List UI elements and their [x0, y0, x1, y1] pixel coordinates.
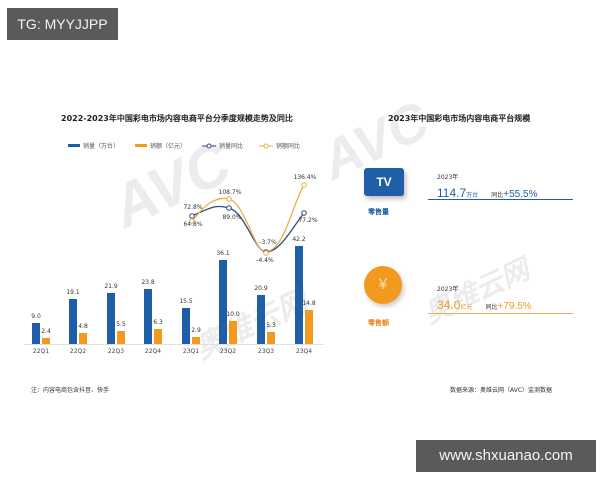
bar-value: [192, 337, 200, 344]
legend-item-volume: 销量（万台）: [68, 141, 119, 150]
volume-year: 2023年: [437, 174, 459, 181]
legend-label: 销量（万台）: [83, 143, 120, 150]
volume-divider: [428, 199, 573, 200]
revenue-year: 2023年: [437, 286, 459, 293]
val-yoy-label: 136.4%: [293, 174, 317, 181]
revenue-caption: 零售额: [368, 319, 389, 327]
x-axis-tick-label: 23Q3: [257, 348, 275, 355]
bar-value-label: 23.8: [141, 279, 155, 286]
bar-value-label: 5.3: [266, 322, 276, 329]
line-marker-icon: [202, 143, 217, 148]
bar-volume: [69, 299, 77, 344]
volume-value: 114.7: [437, 186, 467, 200]
bar-value-label: 6.3: [153, 319, 163, 326]
bar-value: [42, 338, 50, 344]
volume-yoy-label: 同比: [491, 192, 504, 199]
x-axis-tick-label: 23Q1: [182, 348, 200, 355]
bar-value: [154, 329, 162, 344]
revenue-yoy-label: 同比: [485, 304, 498, 311]
tv-icon: TV: [364, 168, 404, 196]
val-yoy-label: 108.7%: [218, 189, 242, 196]
vol-yoy-label: 89.0%: [222, 214, 242, 221]
yen-icon: ¥: [364, 266, 402, 304]
watermark-cn: 奥维云网: [419, 253, 534, 330]
legend-item-volume-yoy: 销量同比: [202, 141, 243, 150]
line-marker-icon: [259, 143, 274, 148]
legend-item-value-yoy: 销额同比: [259, 141, 300, 150]
val-yoy-label: -3.7%: [259, 239, 277, 246]
site-watermark-label: www.shxuanao.com: [416, 440, 596, 472]
x-axis-line: [24, 344, 324, 345]
bar-value-label: 36.1: [216, 250, 230, 257]
bar-value-label: 9.0: [31, 313, 41, 320]
x-axis-tick-label: 22Q1: [32, 348, 50, 355]
bar-value-label: 5.5: [116, 321, 126, 328]
bar-volume: [107, 293, 115, 344]
volume-caption: 零售量: [368, 208, 389, 216]
bar-value-label: 42.2: [292, 236, 306, 243]
revenue-divider: [428, 313, 573, 314]
revenue-unit: 亿元: [460, 304, 473, 311]
x-axis-tick-label: 23Q4: [295, 348, 313, 355]
x-axis-tick-label: 22Q2: [69, 348, 87, 355]
volume-kpi: 114.7万台 同比+55.5%: [437, 182, 537, 201]
revenue-kpi: 34.0亿元 同比+79.5%: [437, 294, 532, 313]
vol-yoy-label: -4.4%: [256, 257, 274, 264]
bar-volume: [144, 289, 152, 344]
bar-value-label: 14.8: [302, 300, 316, 307]
footnote: 注：内容电商包含抖音、快手: [31, 387, 110, 394]
tg-overlay-label: TG: MYYJJPP: [7, 8, 118, 40]
data-source: 数据来源：奥维云网（AVC）监测数据: [450, 387, 553, 394]
volume-yoy-value: +55.5%: [503, 189, 538, 200]
bar-value-label: 2.4: [41, 328, 51, 335]
volume-unit: 万台: [466, 192, 479, 199]
bar-value: [79, 333, 87, 344]
bar-value-label: 2.9: [191, 327, 201, 334]
bar-value-label: 4.8: [78, 323, 88, 330]
revenue-yoy-value: +79.5%: [497, 301, 532, 312]
legend-label: 销量同比: [219, 143, 244, 150]
chart-legend: 销量（万台） 销额（亿元） 销量同比 销额同比: [68, 141, 300, 150]
legend-label: 销额（亿元）: [150, 143, 187, 150]
bar-value-label: 10.0: [226, 311, 240, 318]
x-axis-tick-label: 23Q2: [219, 348, 237, 355]
bar-volume: [32, 323, 40, 344]
legend-item-value: 销额（亿元）: [135, 141, 186, 150]
bar-value-label: 15.5: [179, 298, 193, 305]
bar-volume: [219, 260, 227, 344]
bar-volume: [295, 246, 303, 344]
bar-volume: [257, 295, 265, 344]
bar-value-label: 20.9: [254, 285, 268, 292]
x-axis-tick-label: 22Q3: [107, 348, 125, 355]
bar-value: [117, 331, 125, 344]
legend-swatch-orange: [135, 144, 148, 147]
legend-swatch-blue: [68, 144, 80, 147]
val-yoy-label: 64.8%: [183, 221, 203, 228]
bar-value: [305, 310, 313, 344]
right-panel-title: 2023年中国彩电市场内容电商平台规模: [388, 114, 531, 123]
legend-label: 销额同比: [276, 143, 301, 150]
yoy-lines: [189, 182, 307, 256]
left-chart-title: 2022-2023年中国彩电市场内容电商平台分季度规模走势及同比: [61, 114, 293, 123]
x-axis-tick-label: 22Q4: [144, 348, 162, 355]
bar-value-label: 21.9: [104, 283, 118, 290]
revenue-value: 34.0: [437, 298, 461, 312]
bar-value-label: 19.1: [66, 289, 80, 296]
bar-value: [229, 321, 237, 344]
vol-yoy-label: 77.2%: [298, 217, 318, 224]
bar-value: [267, 332, 275, 344]
bar-volume: [182, 308, 190, 344]
vol-yoy-label: 72.8%: [183, 204, 203, 211]
